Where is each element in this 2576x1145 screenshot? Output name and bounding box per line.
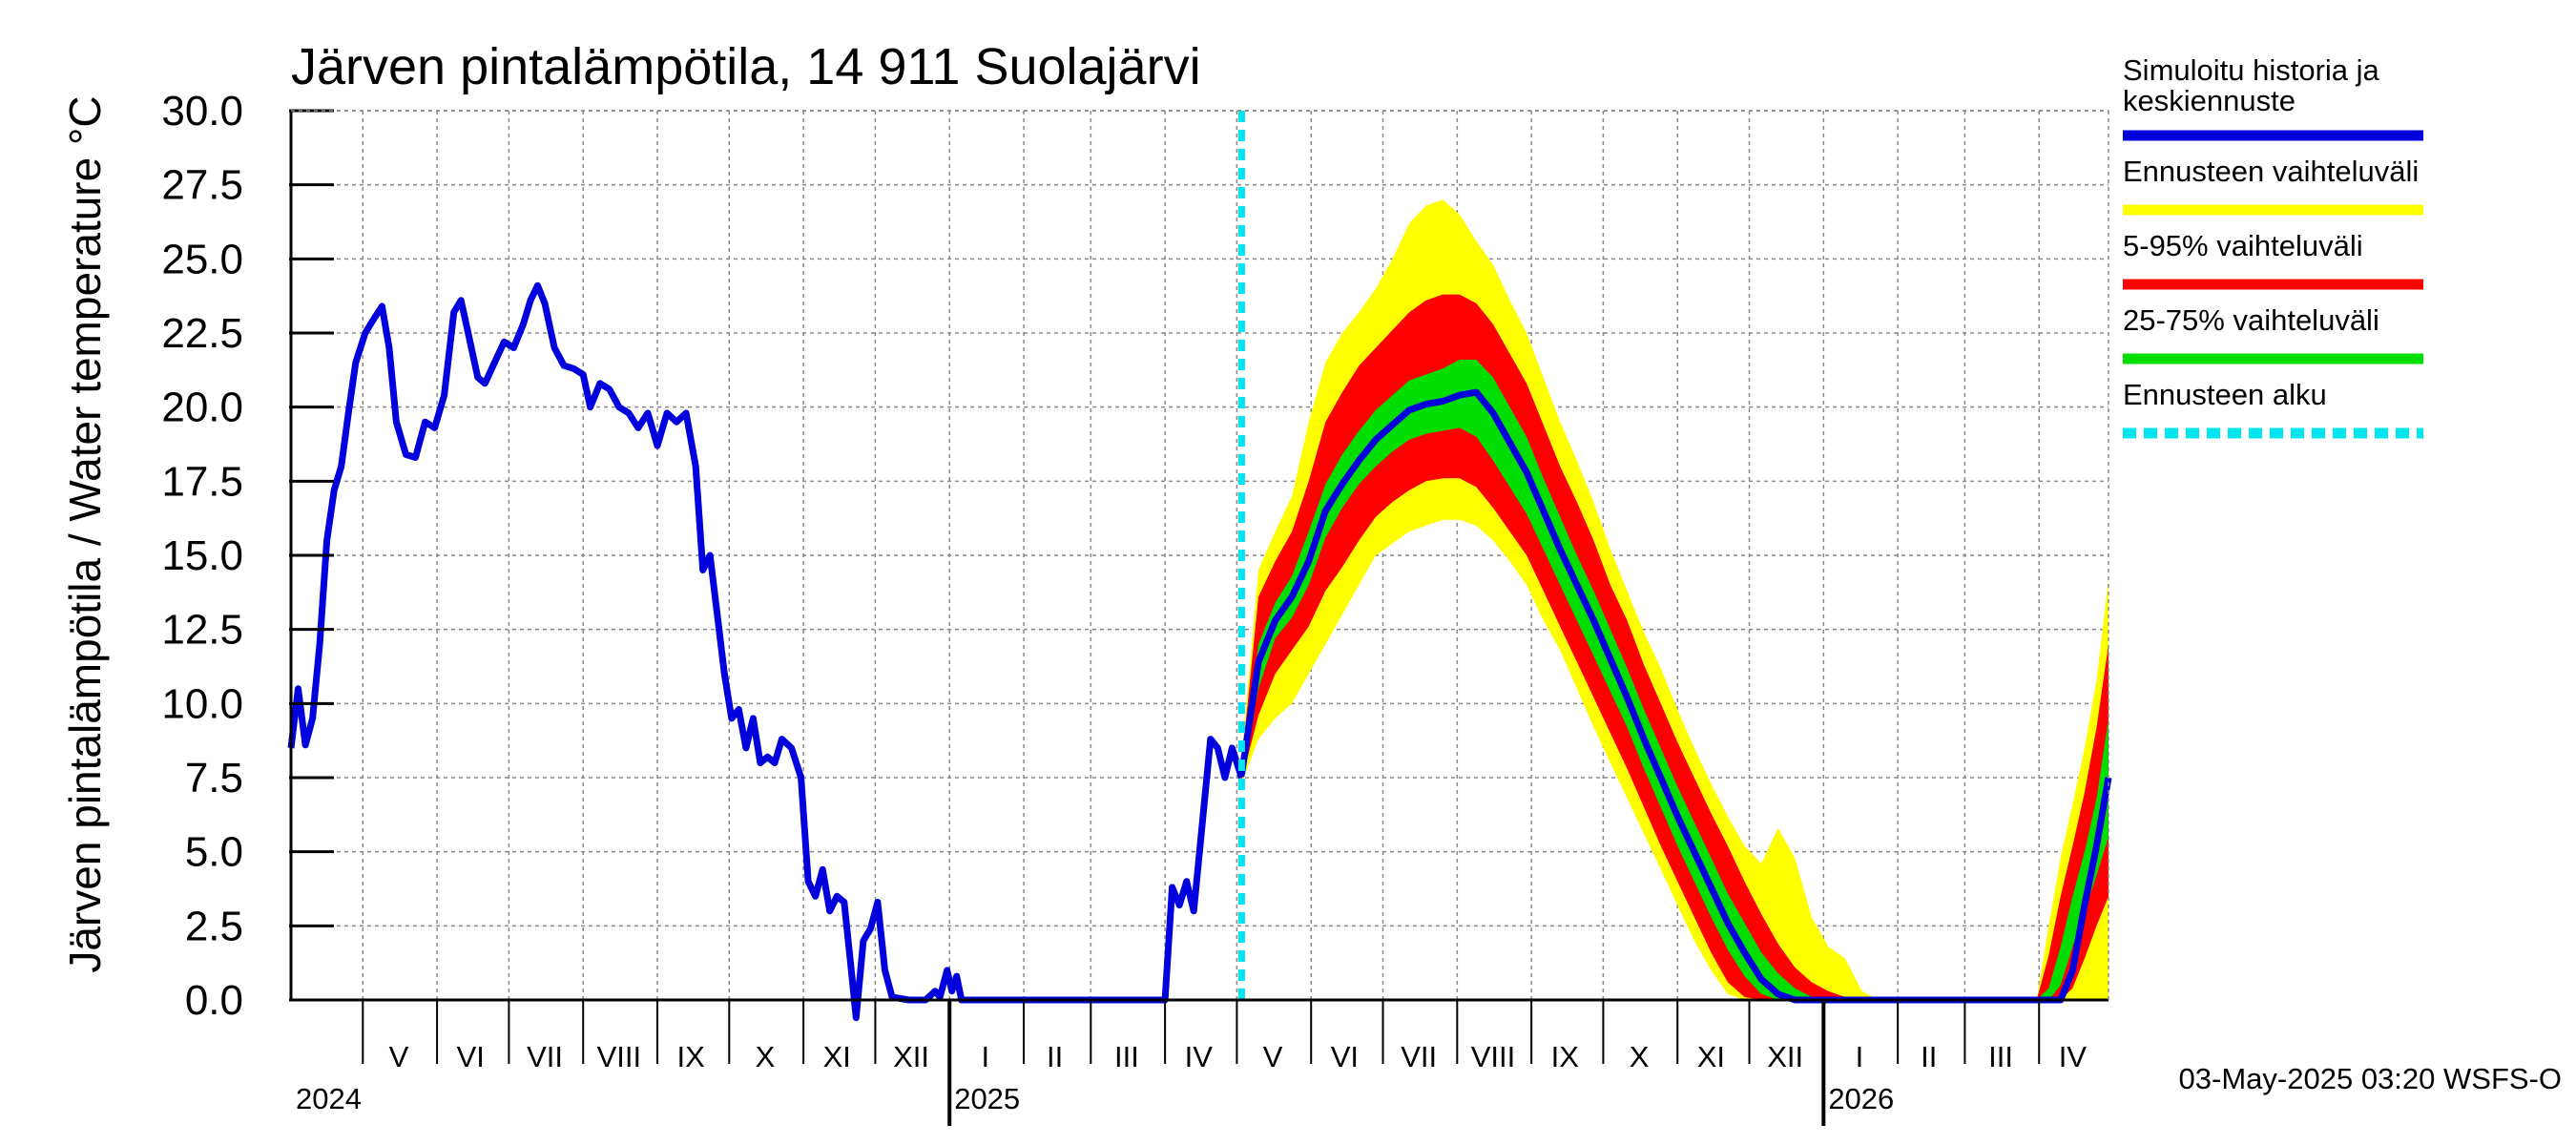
y-tick-label: 5.0 [185, 829, 243, 876]
y-tick-labels: 0.0 2.5 5.0 7.5 10.0 12.5 15.0 17.5 20.0 22.5 25.0… [161, 88, 243, 1024]
forecast-bands [1241, 199, 2109, 1001]
month-label: IV [1185, 1040, 1214, 1073]
month-label: X [1630, 1040, 1650, 1073]
month-label: X [756, 1040, 776, 1073]
month-label: VII [527, 1040, 563, 1073]
month-label: VIII [597, 1040, 642, 1073]
grid [291, 110, 2109, 1001]
month-label: VI [1331, 1040, 1359, 1073]
legend-label: Ennusteen vaihteluväli [2123, 155, 2419, 188]
month-label: XII [1767, 1040, 1803, 1073]
month-label: IX [1551, 1040, 1580, 1073]
year-label: 2026 [1828, 1082, 1894, 1115]
month-label: VII [1401, 1040, 1437, 1073]
y-tick-label: 0.0 [185, 977, 243, 1024]
y-tick-label: 25.0 [161, 236, 243, 282]
month-label: V [1263, 1040, 1283, 1073]
month-label: I [982, 1040, 990, 1073]
timestamp-footer: 03-May-2025 03:20 WSFS-O [2179, 1062, 2562, 1095]
y-axis-label: Järven pintalämpötila / Water temperatur… [60, 95, 110, 972]
legend-label: 5-95% vaihteluväli [2123, 229, 2363, 262]
chart-title: Järven pintalämpötila, 14 911 Suolajärvi [291, 38, 1201, 95]
y-tick-label: 27.5 [161, 162, 243, 209]
year-label: 2024 [296, 1082, 362, 1115]
month-label: III [1114, 1040, 1139, 1073]
legend-label: 25-75% vaihteluväli [2123, 303, 2379, 337]
legend-label: Simuloitu historia ja [2123, 53, 2380, 87]
month-label: I [1856, 1040, 1864, 1073]
y-tick-label: 22.5 [161, 310, 243, 357]
month-label: V [389, 1040, 409, 1073]
y-tick-label: 20.0 [161, 385, 243, 431]
year-label: 2025 [954, 1082, 1020, 1115]
month-label: III [1988, 1040, 2013, 1073]
y-tick-label: 15.0 [161, 532, 243, 579]
month-label: IX [677, 1040, 706, 1073]
band-25-75 [1241, 360, 2109, 1000]
axes [289, 109, 2109, 1126]
month-label: VI [457, 1040, 485, 1073]
y-tick-label: 10.0 [161, 680, 243, 727]
y-tick-label: 2.5 [185, 903, 243, 949]
y-tick-label: 17.5 [161, 458, 243, 505]
month-label: XI [1697, 1040, 1725, 1073]
legend-label: keskiennuste [2123, 84, 2296, 117]
month-label: IV [2059, 1040, 2088, 1073]
month-label: VIII [1471, 1040, 1516, 1073]
band-range [1241, 199, 2109, 1000]
y-tick-label: 30.0 [161, 88, 243, 135]
month-label: XI [823, 1040, 851, 1073]
month-label: XII [893, 1040, 929, 1073]
history-line [287, 281, 1245, 1022]
series-lines [287, 111, 2112, 1022]
y-tick-label: 7.5 [185, 755, 243, 802]
month-label: II [1047, 1040, 1063, 1073]
x-tick-labels: V VI VII VIII IX X XI XII I II III IV V VI VII VIII IX X X… [296, 1040, 2087, 1115]
y-tick-label: 12.5 [161, 607, 243, 654]
band-5-95 [1241, 294, 2109, 1001]
month-label: II [1921, 1040, 1937, 1073]
legend-label: Ennusteen alku [2123, 378, 2327, 411]
